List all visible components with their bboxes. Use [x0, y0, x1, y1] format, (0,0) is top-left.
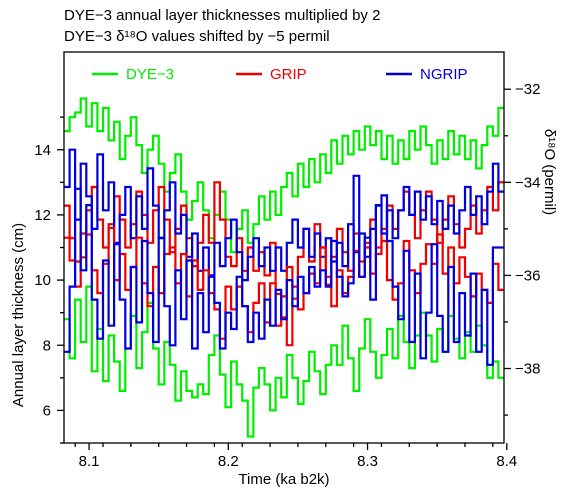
legend-label: GRIP — [270, 66, 307, 83]
y-left-tick-label: 12 — [34, 207, 51, 224]
x-axis-label: Time (ka b2k) — [238, 471, 329, 488]
x-tick-label: 8.3 — [357, 453, 378, 470]
series-line-ngrip-thickness — [64, 174, 504, 366]
y-left-tick-label: 8 — [43, 337, 51, 354]
y-right-tick-label: −38 — [515, 361, 540, 378]
y-left-tick-label: 10 — [34, 272, 51, 289]
legend-label: DYE−3 — [126, 66, 174, 83]
legend-entry-dye3: DYE−3 — [92, 66, 174, 83]
plot-area — [63, 51, 505, 444]
chart-title-line-1: DYE−3 annual layer thicknesses multiplie… — [64, 7, 380, 24]
y-right-tick-label: −32 — [515, 81, 540, 98]
x-tick-label: 8.4 — [496, 453, 517, 470]
x-tick-label: 8.2 — [218, 453, 239, 470]
y-left-tick-label: 6 — [43, 402, 51, 419]
chart-title-line-2: DYE−3 δ¹⁸O values shifted by −5 permil — [64, 28, 330, 45]
series-line-grip-d18O — [64, 181, 504, 347]
legend-label: NGRIP — [420, 66, 468, 83]
y-right-tick-label: −34 — [515, 174, 540, 191]
legend-entry-grip: GRIP — [236, 66, 307, 83]
legend-entry-ngrip: NGRIP — [386, 66, 468, 83]
y-right-tick-label: −36 — [515, 267, 540, 284]
series-line-dye3-d18O — [64, 97, 504, 254]
x-axis: 8.1 8.2 8.3 8.4 — [74, 443, 517, 470]
y-left-tick-label: 14 — [34, 142, 51, 159]
y-axis-left-label: Annual layer thickness (cm) — [10, 223, 27, 407]
legend: DYE−3 GRIP NGRIP — [92, 66, 468, 83]
y-axis-right: −38 −36 −34 −32 — [504, 81, 540, 416]
y-axis-left: 6 8 10 12 14 — [34, 116, 64, 444]
series-layer — [64, 97, 504, 438]
series-line-dye3-thickness — [64, 285, 504, 438]
x-tick-label: 8.1 — [79, 453, 100, 470]
y-axis-right-label: δ¹⁸O (permil) — [541, 129, 558, 215]
series-line-ngrip-d18O — [64, 148, 504, 282]
